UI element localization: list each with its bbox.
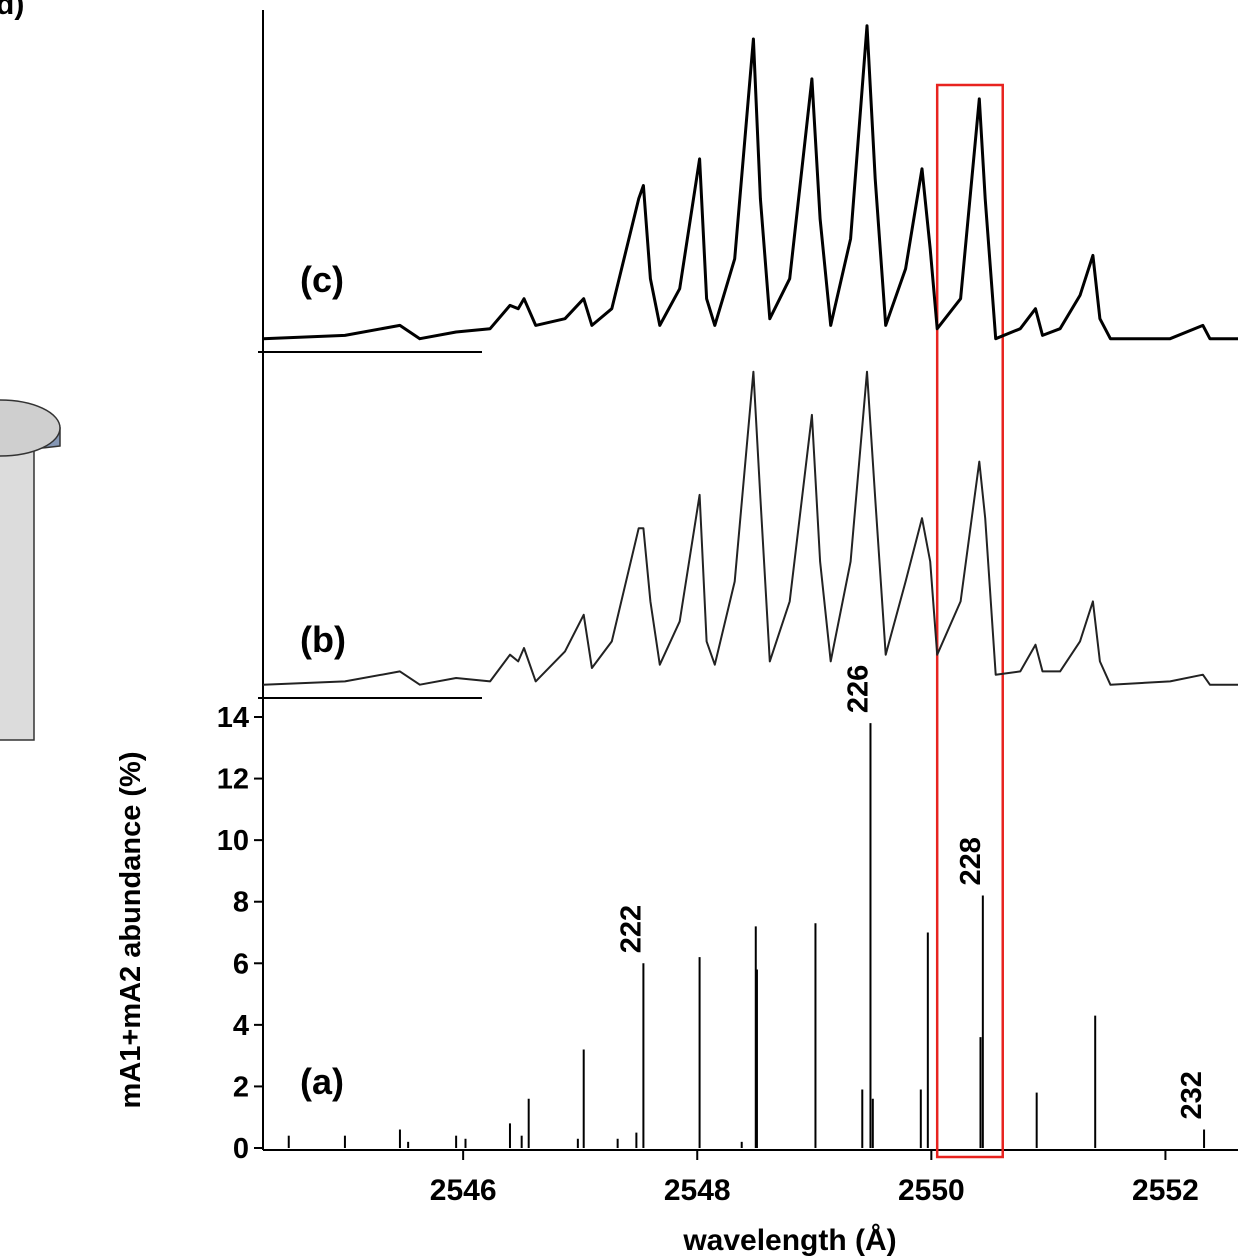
panel-label: (c) bbox=[300, 259, 344, 300]
spectrum-line bbox=[262, 370, 1238, 686]
spectrum-line bbox=[262, 24, 1238, 341]
y-tick-label: 12 bbox=[217, 764, 249, 796]
y-tick-label: 14 bbox=[217, 702, 249, 734]
stick-label: 226 bbox=[842, 665, 874, 713]
y-tick-label: 6 bbox=[233, 948, 249, 980]
x-tick-label: 2552 bbox=[1132, 1174, 1199, 1207]
stick-label: 232 bbox=[1176, 1071, 1208, 1119]
stick-label: 222 bbox=[615, 905, 647, 953]
cylinder-top bbox=[0, 399, 61, 457]
y-tick-label: 4 bbox=[233, 1010, 249, 1042]
x-tick-label: 2548 bbox=[664, 1174, 731, 1207]
x-tick-label: 2550 bbox=[898, 1174, 965, 1207]
panel-tag: d) bbox=[0, 0, 24, 21]
y-axis-label: mA1+mA2 abundance (%) bbox=[115, 752, 147, 1109]
stick-label: 228 bbox=[955, 837, 987, 885]
x-tick-label: 2546 bbox=[430, 1174, 497, 1207]
x-axis-label: wavelength (Å) bbox=[682, 1224, 896, 1257]
panel-label: (b) bbox=[300, 619, 346, 660]
cylinder-body bbox=[0, 439, 35, 741]
cylinder bbox=[0, 399, 61, 741]
y-tick-label: 8 bbox=[233, 887, 249, 919]
y-tick-label: 2 bbox=[233, 1071, 249, 1103]
panel-label: (a) bbox=[300, 1061, 344, 1102]
y-tick-label: 10 bbox=[217, 825, 249, 857]
highlight-box bbox=[935, 83, 1004, 1159]
y-tick-label: 0 bbox=[233, 1133, 249, 1165]
